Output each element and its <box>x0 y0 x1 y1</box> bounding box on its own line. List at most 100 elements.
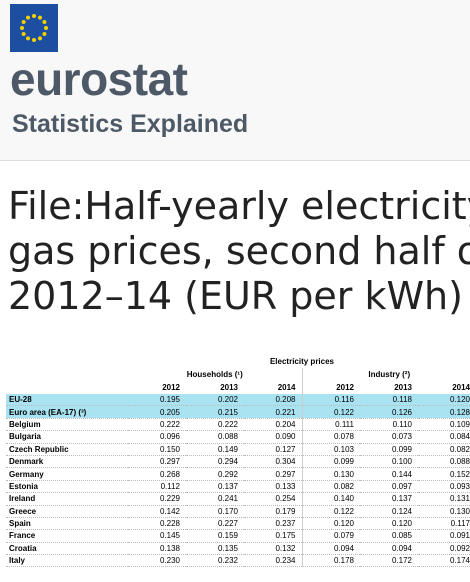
cell-value: 0.232 <box>186 554 244 568</box>
cell-value: 0.138 <box>128 542 186 556</box>
cell-value: 0.227 <box>186 517 244 531</box>
site-header: eurostat Statistics Explained <box>0 0 470 161</box>
row-label: Greece <box>6 505 128 518</box>
cell-value: 0.124 <box>360 505 418 518</box>
cell-value: 0.088 <box>418 455 470 469</box>
year-header: 2012 <box>301 381 360 394</box>
table-row: Croatia 0.138 0.135 0.132 0.094 0.094 0.092 <box>6 542 470 556</box>
cell-value: 0.120 <box>301 517 360 531</box>
year-header: 2013 <box>220 383 238 392</box>
title-line: gas prices, second half of year, <box>8 229 470 273</box>
cell-value: 0.094 <box>360 542 418 556</box>
cell-value: 0.149 <box>186 443 244 456</box>
cell-value: 0.195 <box>128 394 186 407</box>
tagline[interactable]: Statistics Explained <box>12 110 249 138</box>
table-row: Italy 0.230 0.232 0.234 0.178 0.172 0.174 <box>6 554 470 568</box>
table-row: Belgium 0.222 0.222 0.204 0.111 0.110 0.109 <box>6 418 470 432</box>
cell-value: 0.135 <box>186 542 244 556</box>
table-row: Greece 0.142 0.170 0.179 0.122 0.124 0.130 <box>6 505 470 518</box>
year-header: 2013 <box>394 383 412 392</box>
table-row: France 0.145 0.159 0.175 0.079 0.085 0.091 <box>6 529 470 543</box>
row-label: Belgium <box>6 418 128 432</box>
cell-value: 0.073 <box>360 430 418 444</box>
year-header: 2012 <box>162 383 180 392</box>
table-row: Spain 0.228 0.227 0.237 0.120 0.120 0.117 <box>6 517 470 531</box>
cell-value: 0.099 <box>360 443 418 456</box>
cell-value: 0.174 <box>418 554 470 568</box>
table-row: Euro area (EA-17) (³) 0.205 0.215 0.221 0.12… <box>6 405 470 419</box>
title-line: File:Half-yearly electricity and <box>8 184 470 228</box>
cell-value: 0.110 <box>360 418 418 432</box>
cell-value: 0.294 <box>186 455 244 469</box>
cell-value: 0.120 <box>418 394 470 407</box>
cell-value: 0.137 <box>186 480 244 494</box>
row-label: Germany <box>6 467 128 481</box>
cell-value: 0.127 <box>244 443 302 456</box>
eu-flag[interactable] <box>10 4 58 52</box>
title-line: 2012–14 (EUR per kWh) Y <box>8 274 470 318</box>
group-header: Industry (²) <box>301 368 470 381</box>
cell-value: 0.078 <box>301 430 360 444</box>
table-image: Electricity prices Households (¹) Industr… <box>6 355 470 582</box>
cell-value: 0.297 <box>244 467 302 481</box>
cell-value: 0.292 <box>186 467 244 481</box>
table-row: Ireland 0.229 0.241 0.254 0.140 0.137 0.131 <box>6 492 470 506</box>
row-label: EU-28 <box>6 394 128 407</box>
cell-value: 0.097 <box>360 480 418 494</box>
cell-value: 0.222 <box>186 418 244 432</box>
row-label: Euro area (EA-17) (³) <box>6 405 128 419</box>
cell-value: 0.133 <box>244 480 302 494</box>
year-header: 2014 <box>452 383 470 392</box>
cell-value: 0.094 <box>301 542 360 556</box>
cell-value: 0.099 <box>301 455 360 469</box>
cell-value: 0.131 <box>418 492 470 506</box>
cell-value: 0.120 <box>360 517 418 531</box>
cell-value: 0.132 <box>244 542 302 556</box>
cell-value: 0.103 <box>301 443 360 456</box>
cell-value: 0.100 <box>360 455 418 469</box>
cell-value: 0.130 <box>301 467 360 481</box>
cell-value: 0.208 <box>244 394 302 407</box>
cell-value: 0.241 <box>186 492 244 506</box>
table-row: Czech Republic 0.150 0.149 0.127 0.103 0.099 0… <box>6 443 470 456</box>
cell-value: 0.090 <box>244 430 302 444</box>
cell-value: 0.084 <box>418 430 470 444</box>
cell-value: 0.178 <box>301 554 360 568</box>
cell-value: 0.179 <box>244 505 302 518</box>
cell-value: 0.092 <box>418 542 470 556</box>
cell-value: 0.109 <box>418 418 470 432</box>
cell-value: 0.229 <box>128 492 186 506</box>
row-label: Ireland <box>6 492 128 506</box>
brand[interactable]: eurostat <box>10 53 188 105</box>
cell-value: 0.085 <box>360 529 418 543</box>
cell-value: 0.122 <box>301 405 360 419</box>
cell-value: 0.228 <box>128 517 186 531</box>
table-caption: Electricity prices <box>269 357 335 366</box>
cell-value: 0.082 <box>301 480 360 494</box>
cell-value: 0.204 <box>244 418 302 432</box>
cell-value: 0.112 <box>128 480 186 494</box>
cell-value: 0.088 <box>186 430 244 444</box>
table-row: Estonia 0.112 0.137 0.133 0.082 0.097 0.093 <box>6 480 470 494</box>
cell-value: 0.122 <box>301 505 360 518</box>
cell-value: 0.152 <box>418 467 470 481</box>
cell-value: 0.297 <box>128 455 186 469</box>
cell-value: 0.234 <box>244 554 302 568</box>
cell-value: 0.145 <box>128 529 186 543</box>
cell-value: 0.150 <box>128 443 186 456</box>
cell-value: 0.091 <box>418 529 470 543</box>
cell-value: 0.118 <box>360 394 418 407</box>
cell-value: 0.254 <box>244 492 302 506</box>
cell-value: 0.140 <box>301 492 360 506</box>
cell-value: 0.268 <box>128 467 186 481</box>
cell-value: 0.175 <box>244 529 302 543</box>
cell-value: 0.079 <box>301 529 360 543</box>
cell-value: 0.117 <box>418 517 470 531</box>
cell-value: 0.144 <box>360 467 418 481</box>
row-label: Croatia <box>6 542 128 556</box>
year-header: 2014 <box>277 383 296 392</box>
row-label: Czech Republic <box>6 443 128 456</box>
row-label: Estonia <box>6 480 128 494</box>
cell-value: 0.082 <box>418 443 470 456</box>
